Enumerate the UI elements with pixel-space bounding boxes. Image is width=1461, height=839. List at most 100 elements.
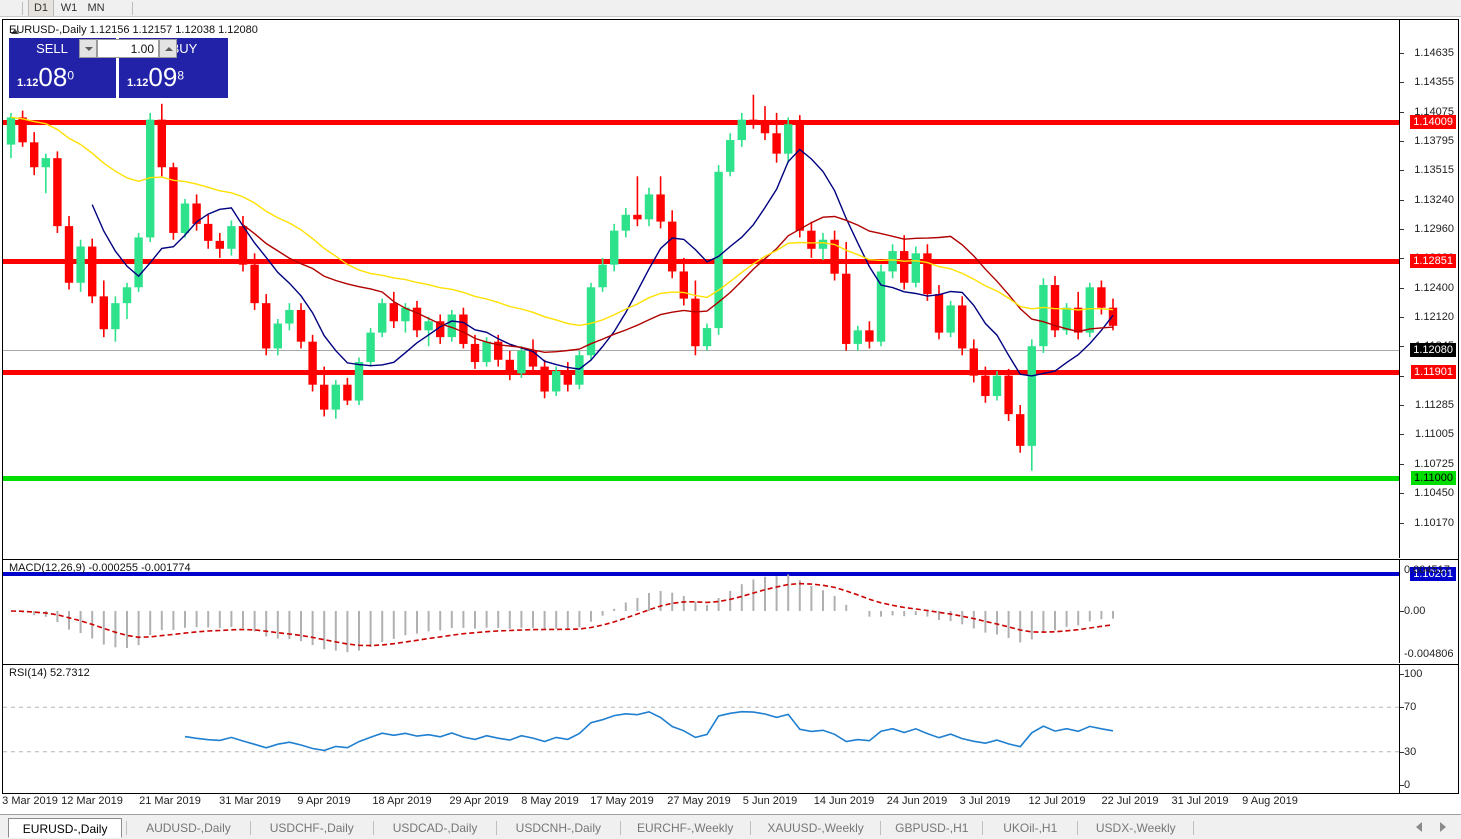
scroll-left-icon[interactable] bbox=[1416, 822, 1422, 832]
price-tick bbox=[1400, 317, 1404, 318]
candle-body bbox=[644, 194, 654, 220]
sell-button[interactable]: SELL bbox=[36, 41, 68, 56]
date-axis-label: 3 Jul 2019 bbox=[959, 795, 1011, 807]
rsi-line bbox=[184, 710, 1114, 752]
price-level-chip[interactable]: 1.14009 bbox=[1410, 115, 1456, 129]
macd-title: MACD(12,26,9) -0.000255 -0.001774 bbox=[9, 562, 191, 574]
price-level-chip[interactable]: 1.10201 bbox=[1410, 567, 1456, 581]
candle-body bbox=[598, 264, 607, 288]
candlestick bbox=[238, 215, 248, 272]
price-tick bbox=[1400, 405, 1404, 406]
candlestick bbox=[610, 223, 619, 272]
macd-signal-line bbox=[10, 582, 1114, 647]
chart-tab-eurchfweekly[interactable]: EURCHF-,Weekly bbox=[636, 821, 734, 835]
price-tick bbox=[1400, 112, 1404, 113]
candle-body bbox=[320, 384, 329, 410]
candle-body bbox=[1097, 287, 1106, 308]
volume-increase-button[interactable] bbox=[159, 39, 177, 58]
price-level-chip[interactable]: 1.11000 bbox=[1411, 471, 1456, 485]
chart-tab-audusddaily[interactable]: AUDUSD-,Daily bbox=[146, 821, 231, 835]
candlestick bbox=[41, 153, 50, 194]
candlestick bbox=[215, 232, 224, 258]
price-pane[interactable]: EURUSD-,Daily 1.12156 1.12157 1.12038 1.… bbox=[3, 20, 1458, 581]
candle-body bbox=[111, 303, 120, 330]
candle-body bbox=[227, 226, 236, 249]
candlestick bbox=[772, 112, 781, 163]
collapse-triangle-icon[interactable] bbox=[11, 29, 19, 34]
macd-scale-label: -0.004806 bbox=[1404, 648, 1454, 660]
candlestick bbox=[865, 321, 874, 349]
candle-body bbox=[157, 119, 166, 168]
candle-body bbox=[494, 341, 503, 360]
candle-body bbox=[436, 321, 445, 338]
chart-tab-usdcaddaily[interactable]: USDCAD-,Daily bbox=[392, 821, 478, 835]
volume-decrease-button[interactable] bbox=[79, 39, 97, 58]
candle-body bbox=[308, 341, 317, 385]
candlestick bbox=[668, 210, 677, 279]
tab-separator bbox=[1077, 821, 1079, 835]
rsi-series bbox=[3, 706, 1399, 753]
price-level-chip[interactable]: 1.12080 bbox=[1410, 343, 1456, 357]
date-axis-label: 12 Mar 2019 bbox=[61, 795, 123, 807]
candle-body bbox=[401, 307, 410, 322]
candle-body bbox=[668, 221, 677, 272]
candle-body bbox=[784, 124, 793, 154]
chart-tab-usdxweekly[interactable]: USDX-,Weekly bbox=[1095, 821, 1176, 835]
one-click-trading-panel[interactable]: SELL BUY 1.00 1.12080 1.12098 bbox=[9, 38, 228, 98]
price-tick-label: 1.10170 bbox=[1414, 517, 1454, 529]
date-axis-label: 17 May 2019 bbox=[590, 795, 654, 807]
candle-body bbox=[88, 246, 97, 297]
candlestick bbox=[53, 151, 62, 233]
candle-body bbox=[610, 230, 619, 265]
candle-body bbox=[621, 214, 630, 231]
price-level-chip[interactable]: 1.12851 bbox=[1410, 254, 1456, 268]
rsi-pane[interactable]: RSI(14) 52.7312 100 70 30 0 bbox=[3, 664, 1458, 793]
scroll-right-icon[interactable] bbox=[1440, 822, 1446, 832]
chart-tab-xauusdweekly[interactable]: XAUUSD-,Weekly bbox=[767, 821, 864, 835]
price-level-chip[interactable]: 1.11901 bbox=[1411, 365, 1456, 379]
candlestick bbox=[111, 296, 120, 342]
date-axis-label: 22 Jul 2019 bbox=[1101, 795, 1159, 807]
macd-pane[interactable]: MACD(12,26,9) -0.000255 -0.001774 0.0045… bbox=[3, 559, 1458, 663]
timeframe-d1[interactable]: D1 bbox=[28, 0, 54, 16]
candle-body bbox=[888, 251, 897, 272]
sell-price: 1.12080 bbox=[17, 62, 74, 93]
candlestick bbox=[169, 162, 178, 240]
timeframe-mn[interactable]: MN bbox=[87, 2, 105, 14]
tab-separator bbox=[749, 821, 751, 835]
chart-tab-usdcnhdaily[interactable]: USDCNH-,Daily bbox=[515, 821, 601, 835]
candlestick bbox=[900, 235, 909, 290]
candlestick bbox=[726, 133, 735, 177]
chart-tab-gbpusdh1[interactable]: GBPUSD-,H1 bbox=[895, 821, 969, 835]
candlestick bbox=[1016, 405, 1025, 453]
candle-body bbox=[633, 214, 642, 220]
timeframe-separator bbox=[22, 2, 23, 15]
chart-tab-usdchfdaily[interactable]: USDCHF-,Daily bbox=[269, 821, 354, 835]
candle-body bbox=[842, 273, 851, 344]
candle-body bbox=[331, 384, 340, 410]
candlestick bbox=[888, 244, 897, 279]
price-tick bbox=[1400, 464, 1404, 465]
candle-body bbox=[969, 348, 978, 376]
level-line-1-11000 bbox=[3, 476, 1399, 481]
buy-button[interactable]: BUY bbox=[170, 41, 198, 56]
candle-body bbox=[1039, 285, 1048, 347]
price-tick-label: 1.14635 bbox=[1414, 47, 1454, 59]
chart-tab-eurusddaily[interactable]: EURUSD-,Daily bbox=[8, 818, 123, 838]
volume-input[interactable]: 1.00 bbox=[97, 39, 159, 58]
candle-body bbox=[714, 171, 723, 329]
chart-tab-bar[interactable]: EURUSD-,Daily AUDUSD-,Daily USDCHF-,Daily U… bbox=[0, 814, 1461, 839]
current-price-line bbox=[3, 350, 1399, 351]
candlestick bbox=[331, 380, 340, 419]
candle-body bbox=[238, 226, 248, 265]
candlestick bbox=[876, 264, 886, 347]
candle-body bbox=[18, 117, 27, 143]
candlestick bbox=[749, 94, 758, 129]
sell-price-main: 08 bbox=[38, 62, 68, 92]
timeframe-w1[interactable]: W1 bbox=[60, 2, 78, 14]
price-scale[interactable]: 1.14635 1.14355 1.14075 1.13795 1.13515 1.132… bbox=[1400, 20, 1458, 581]
buy-price-main: 09 bbox=[148, 62, 178, 92]
candlestick bbox=[273, 319, 282, 356]
chart-tab-ukoilh1[interactable]: UKOil-,H1 bbox=[1003, 821, 1058, 835]
candle-body bbox=[343, 384, 352, 401]
